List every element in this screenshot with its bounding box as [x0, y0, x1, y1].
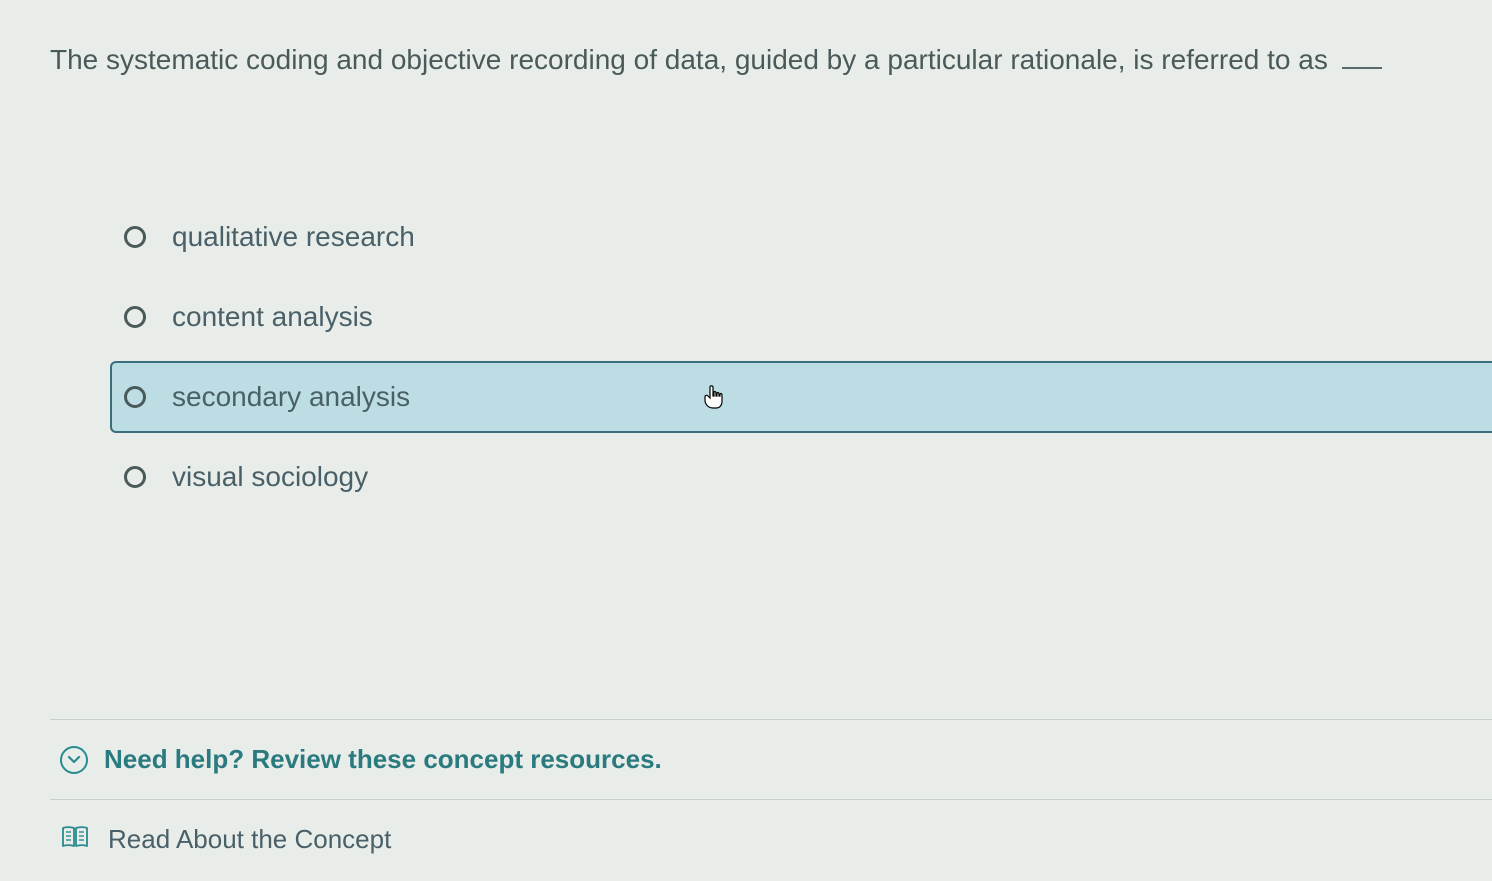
help-title: Need help? Review these concept resource…	[104, 744, 662, 775]
help-section: Need help? Review these concept resource…	[50, 719, 1492, 881]
radio-icon	[124, 306, 146, 328]
radio-icon	[124, 226, 146, 248]
option-content-analysis[interactable]: content analysis	[110, 281, 1492, 353]
option-label: content analysis	[172, 301, 373, 333]
help-header[interactable]: Need help? Review these concept resource…	[50, 719, 1492, 800]
chevron-down-icon	[60, 746, 88, 774]
option-label: visual sociology	[172, 461, 368, 493]
option-secondary-analysis[interactable]: secondary analysis	[110, 361, 1492, 433]
option-visual-sociology[interactable]: visual sociology	[110, 441, 1492, 513]
answer-blank	[1342, 67, 1382, 69]
question-text: The systematic coding and objective reco…	[50, 40, 1492, 81]
option-label: qualitative research	[172, 221, 415, 253]
read-label: Read About the Concept	[108, 824, 391, 855]
question-stem: The systematic coding and objective reco…	[50, 44, 1328, 75]
book-icon	[60, 824, 90, 855]
pointer-cursor-icon	[702, 384, 724, 410]
quiz-page: The systematic coding and objective reco…	[0, 0, 1492, 881]
radio-icon	[124, 466, 146, 488]
option-label: secondary analysis	[172, 381, 410, 413]
read-about-concept[interactable]: Read About the Concept	[50, 800, 1492, 881]
radio-icon	[124, 386, 146, 408]
option-qualitative-research[interactable]: qualitative research	[110, 201, 1492, 273]
options-group: qualitative research content analysis se…	[110, 201, 1492, 513]
